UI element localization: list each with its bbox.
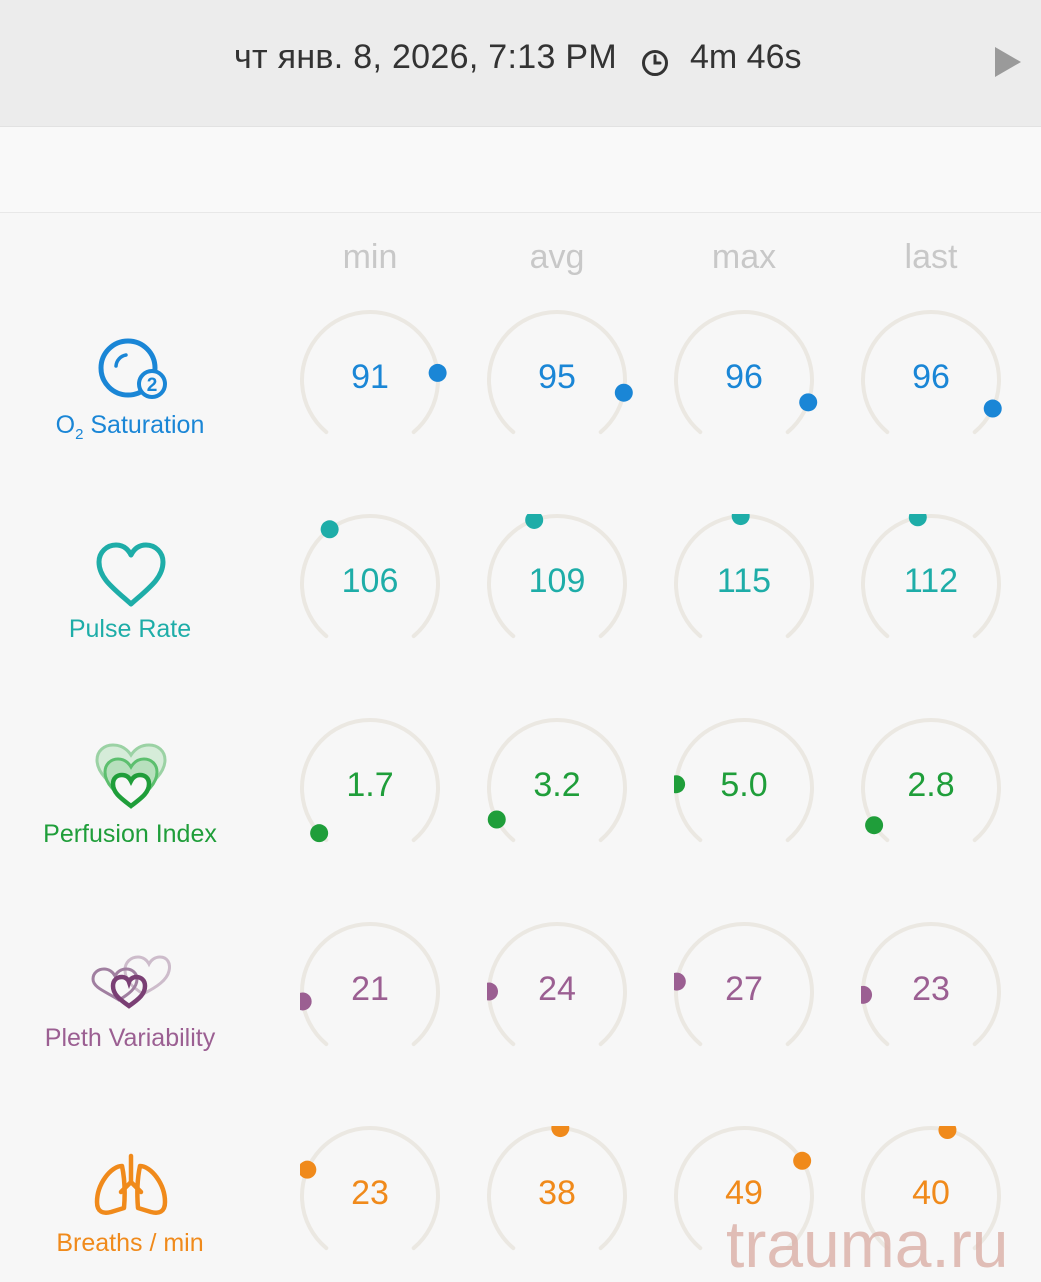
column-header-avg: avg [529,238,585,276]
gauge-value: 1.7 [346,766,394,804]
column-header-max: max [711,238,777,276]
gauge-value: 91 [351,358,389,396]
gauge-o2-min: 91 [300,310,460,450]
gauge-indicator-dot [525,514,544,529]
clock-icon [642,50,668,76]
gauge-indicator-dot [938,1126,957,1140]
lungs-icon [94,1153,168,1215]
gauge-value: 96 [725,358,763,396]
gauge-value: 40 [912,1174,950,1212]
gauge-indicator-dot [674,972,686,991]
gauge-indicator-dot [731,514,750,526]
gauge-value: 38 [538,1174,576,1212]
column-header-last: last [904,238,958,276]
gauge-value: 5.0 [720,766,768,804]
session-duration: 4m 46s [690,38,802,76]
watermark-text: trauma.ru [726,1207,1009,1281]
gauge-value: 2.8 [907,766,955,804]
gauge-rr-avg: 38 [487,1126,647,1266]
gauge-value: 24 [538,970,576,1008]
gauge-indicator-dot [300,992,312,1011]
gauge-indicator-dot [865,816,884,835]
gauge-pi-avg: 3.2 [487,718,647,858]
metric-label-pleth-variability: Pleth Variability [44,1024,216,1052]
gauge-indicator-dot [793,1151,812,1170]
gauge-pvi-min: 21 [300,922,460,1062]
gauge-value: 96 [912,358,950,396]
gauge-value: 106 [341,562,399,600]
metric-label-perfusion-index: Perfusion Index [43,820,217,848]
gauge-indicator-dot [799,393,818,412]
column-header-min: min [342,238,398,276]
gauge-value: 109 [528,562,586,600]
gauge-value: 3.2 [533,766,581,804]
session-datetime: чт янв. 8, 2026, 7:13 PM [234,38,618,76]
gauge-pvi-last: 23 [861,922,1021,1062]
pleth-hearts-icon [91,955,171,1009]
gauge-indicator-dot [487,810,506,829]
gauge-indicator-dot [300,1160,317,1179]
gauge-value: 27 [725,970,763,1008]
metric-label-pulse-rate: Pulse Rate [68,615,192,643]
gauge-value: 49 [725,1174,763,1212]
gauge-pvi-avg: 24 [487,922,647,1062]
play-icon[interactable] [990,44,1024,80]
gauge-rr-min: 23 [300,1126,460,1266]
gauge-indicator-dot [320,520,339,539]
gauge-value: 23 [912,970,950,1008]
metric-label-breaths-per-min: Breaths / min [56,1229,204,1257]
session-header: чт янв. 8, 2026, 7:13 PM 4m 46s [0,0,1041,127]
gauge-indicator-dot [861,985,873,1004]
heart-outline-icon [96,542,166,607]
gauge-pulse-last: 112 [861,514,1021,654]
gauge-pi-min: 1.7 [300,718,460,858]
gauge-pulse-avg: 109 [487,514,647,654]
gauge-o2-max: 96 [674,310,834,450]
gauge-indicator-dot [908,514,927,527]
gauge-indicator-dot [551,1126,570,1138]
gauge-indicator-dot [310,824,329,843]
gauge-indicator-dot [487,982,498,1001]
o2-bubble-icon: 2 [98,338,167,399]
gauge-indicator-dot [674,775,686,794]
gauge-pi-max: 5.0 [674,718,834,858]
svg-text:2: 2 [147,375,158,396]
gauge-value: 112 [903,562,959,600]
gauge-pi-last: 2.8 [861,718,1021,858]
metric-label-o2-saturation: O2 Saturation [55,411,205,443]
gauge-indicator-dot [614,383,633,402]
gauge-value: 95 [538,358,576,396]
gauge-value: 115 [716,562,772,600]
gauge-indicator-dot [428,363,447,382]
gauge-rr-last: 40 [861,1126,1021,1266]
spacer-band [0,127,1041,213]
gauge-pulse-max: 115 [674,514,834,654]
gauge-o2-avg: 95 [487,310,647,450]
gauge-value: 21 [351,970,389,1008]
gauge-value: 23 [351,1174,389,1212]
gauge-pulse-min: 106 [300,514,460,654]
gauge-pvi-max: 27 [674,922,834,1062]
gauge-o2-last: 96 [861,310,1021,450]
gauge-indicator-dot [983,399,1002,418]
layered-hearts-icon [95,743,167,809]
gauge-rr-max: 49 [674,1126,834,1266]
